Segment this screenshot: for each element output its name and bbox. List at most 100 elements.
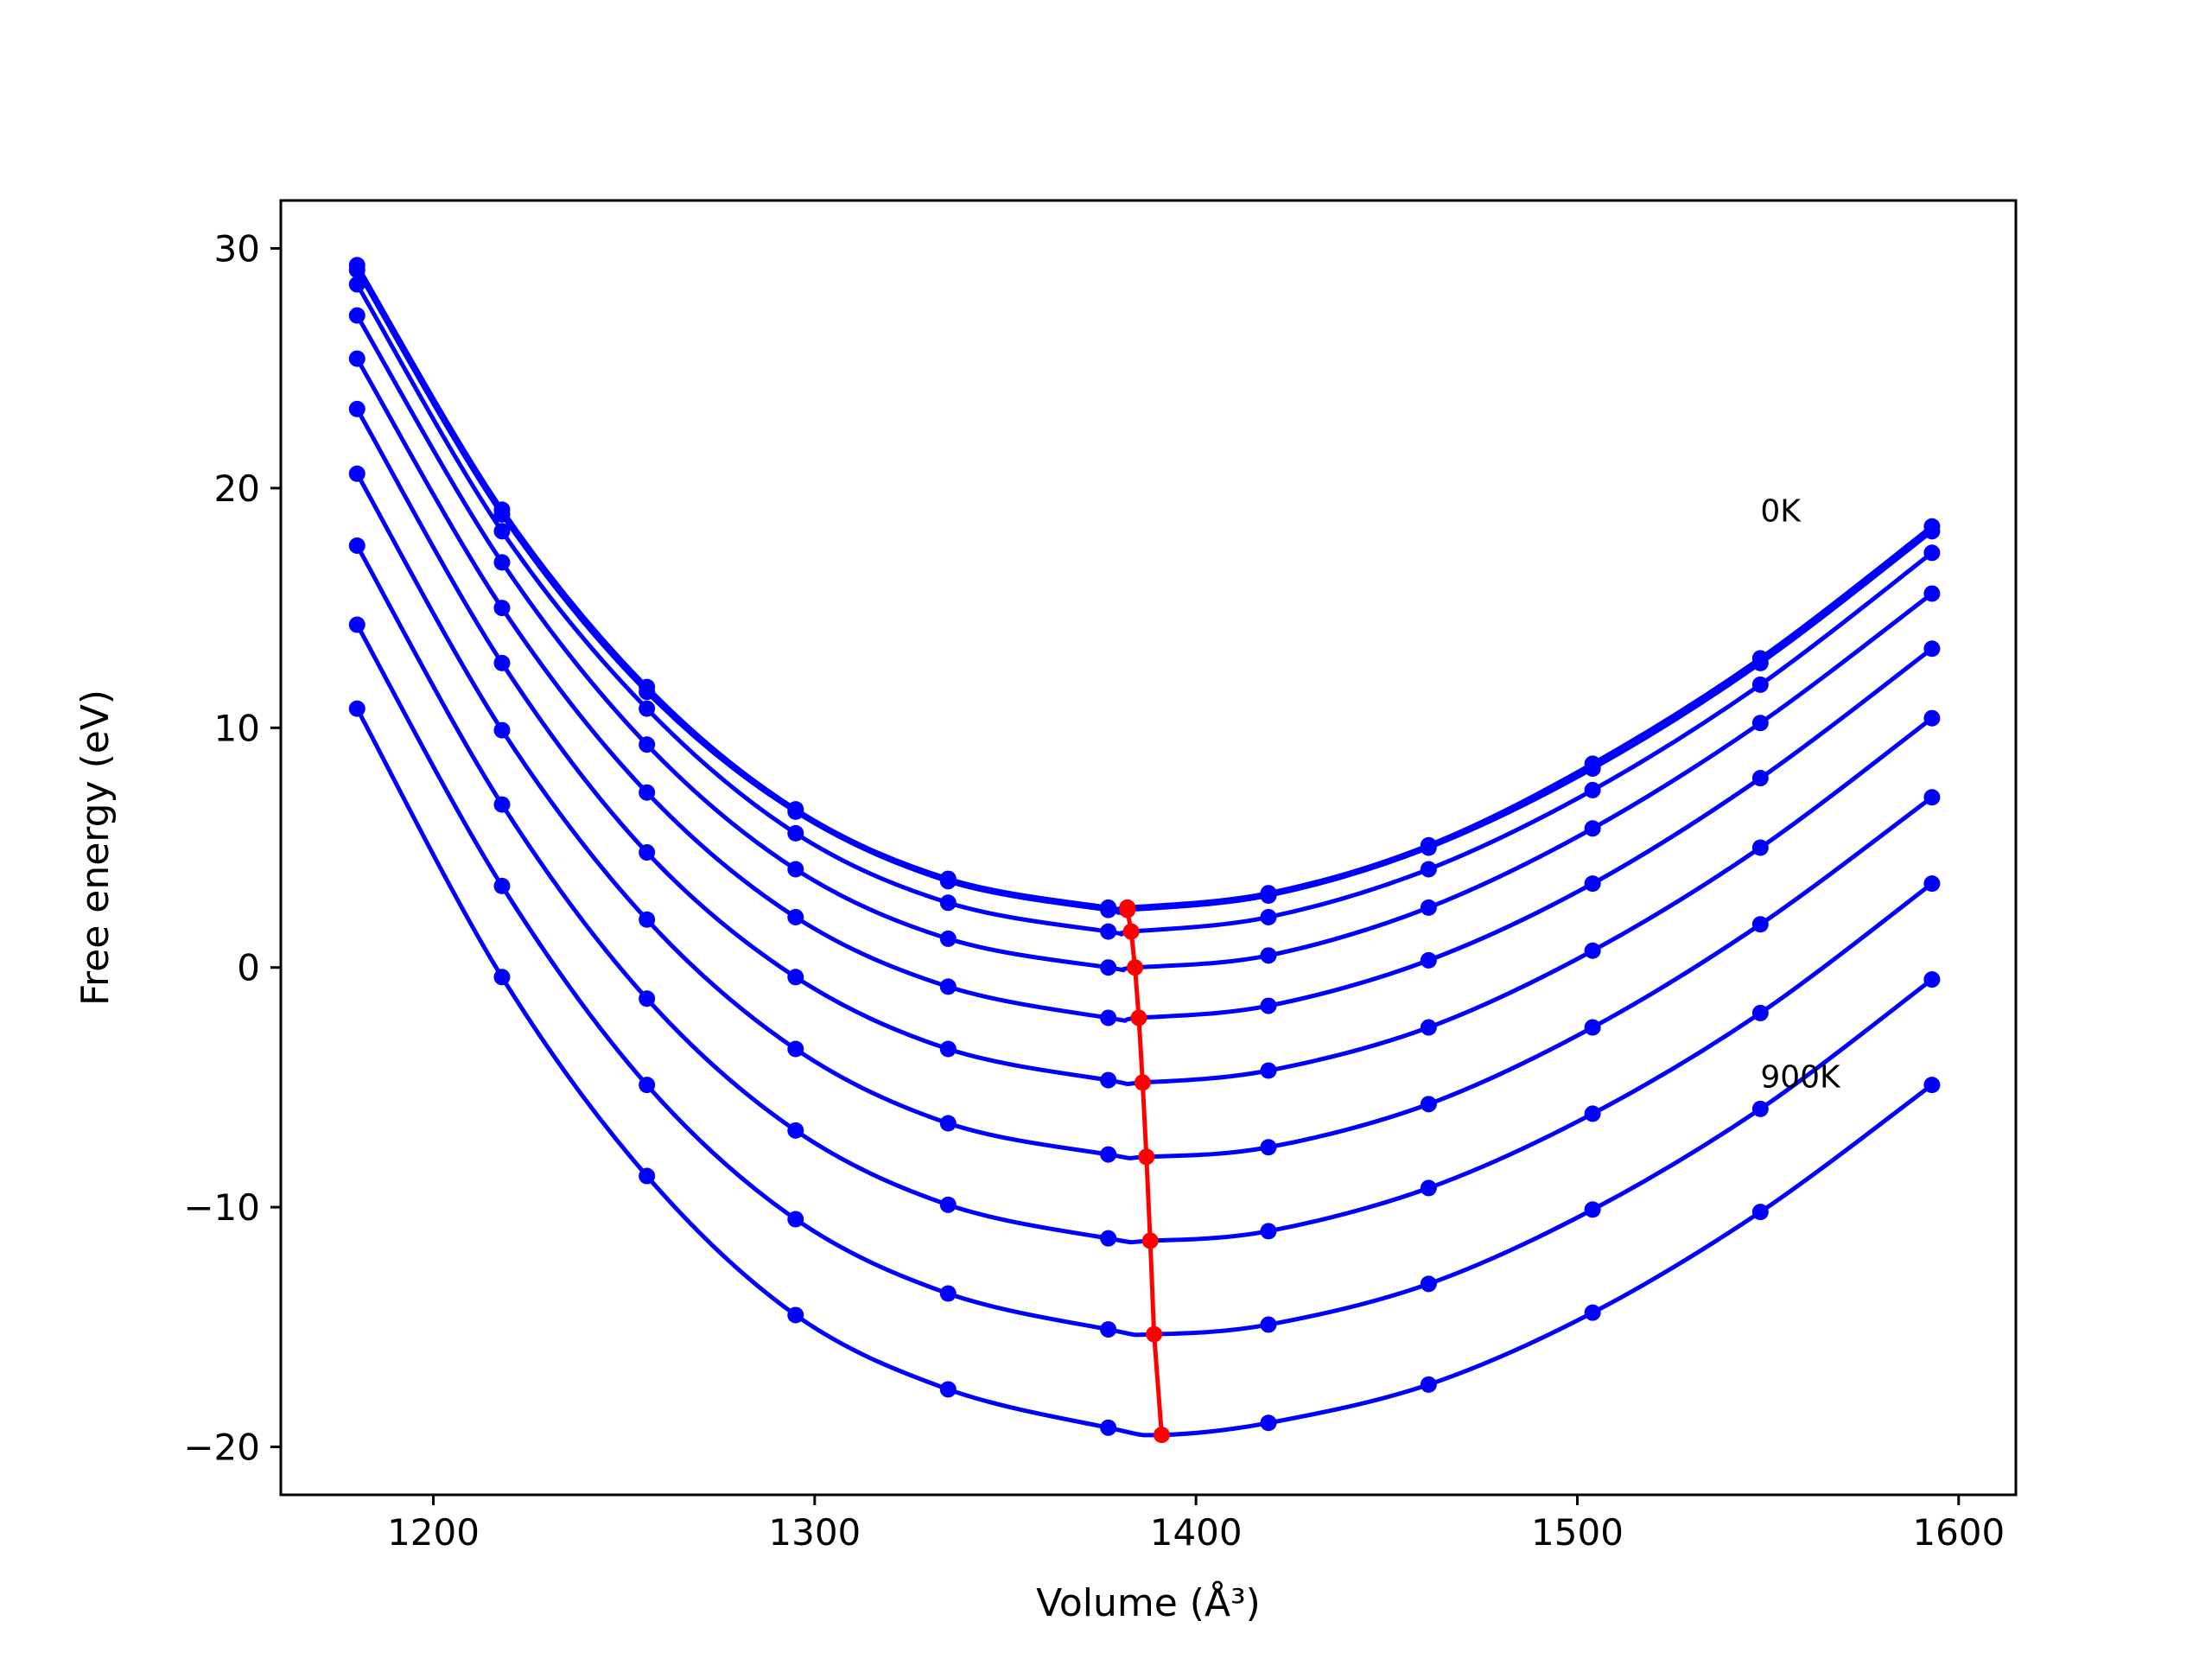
x-axis-label: Volume (Å³) — [1036, 1580, 1261, 1625]
series-3-point-7 — [1420, 899, 1437, 916]
series-8-point-7 — [1420, 1275, 1437, 1293]
y-tick-label-0: −20 — [183, 1427, 260, 1469]
series-6-point-1 — [493, 721, 511, 739]
series-8-point-4 — [939, 1285, 957, 1302]
series-9-point-10 — [1923, 1077, 1941, 1094]
series-8-point-5 — [1100, 1321, 1117, 1338]
series-4-point-0 — [348, 350, 365, 367]
series-9-point-6 — [1260, 1414, 1277, 1432]
series-8-point-9 — [1751, 1100, 1769, 1117]
series-4-point-6 — [1260, 997, 1277, 1014]
series-2-line — [355, 283, 1934, 937]
series-8-point-8 — [1584, 1201, 1601, 1218]
series-3-point-6 — [1260, 947, 1277, 964]
series-4-point-3 — [787, 908, 804, 925]
x-tick-label-4: 1600 — [1912, 1511, 2005, 1554]
series-1-point-10 — [1923, 523, 1941, 540]
series-1-point-3 — [787, 803, 804, 820]
series-3-point-10 — [1923, 585, 1941, 602]
series-4-point-1 — [493, 600, 511, 617]
y-tick-label-1: −10 — [183, 1186, 260, 1229]
series-3-point-3 — [787, 861, 804, 878]
series-8-point-0 — [348, 616, 365, 633]
annotation-1: 900K — [1760, 1059, 1841, 1095]
minima-point-3 — [1127, 959, 1144, 976]
series-5-point-2 — [639, 844, 656, 861]
series-2-point-5 — [1100, 923, 1117, 940]
series-4-point-10 — [1923, 640, 1941, 658]
series-6-point-9 — [1751, 916, 1769, 933]
series-2-point-2 — [639, 700, 656, 717]
series-3-point-4 — [939, 930, 957, 947]
minima-line — [1125, 907, 1164, 1435]
series-2-point-1 — [493, 523, 511, 540]
series-4-point-5 — [1100, 1009, 1117, 1027]
minima-point-6 — [1138, 1148, 1155, 1166]
series-2-point-8 — [1584, 781, 1601, 798]
minima-point-2 — [1122, 923, 1140, 940]
series-3-point-1 — [493, 554, 511, 571]
series-8-point-2 — [639, 1077, 656, 1094]
series-8-point-6 — [1260, 1316, 1277, 1333]
series-7-point-0 — [348, 537, 365, 554]
series-4-point-2 — [639, 784, 656, 801]
series-5-point-6 — [1260, 1062, 1277, 1079]
series-7-point-5 — [1100, 1230, 1117, 1247]
series-5-point-1 — [493, 654, 511, 671]
series-9-point-9 — [1751, 1204, 1769, 1221]
series-6-point-7 — [1420, 1096, 1437, 1113]
series-4-point-4 — [939, 978, 957, 995]
series-7-point-10 — [1923, 875, 1941, 893]
series-3-point-8 — [1584, 820, 1601, 837]
series-4-point-8 — [1584, 875, 1601, 893]
y-tick-label-3: 10 — [214, 707, 260, 749]
series-8-point-1 — [493, 877, 511, 894]
series-6-point-5 — [1100, 1146, 1117, 1163]
minima-point-5 — [1134, 1074, 1151, 1091]
y-tick-label-5: 30 — [214, 227, 260, 270]
series-9-point-7 — [1420, 1376, 1437, 1393]
series-1-point-2 — [639, 683, 656, 701]
series-2-point-10 — [1923, 544, 1941, 562]
x-tick-label-0: 1200 — [387, 1511, 480, 1554]
series-9-line — [355, 707, 1934, 1438]
series-5-point-8 — [1584, 942, 1601, 959]
series-6-point-2 — [639, 911, 656, 928]
annotation-0: 0K — [1760, 494, 1802, 530]
series-7-point-7 — [1420, 1179, 1437, 1197]
series-3-point-0 — [348, 307, 365, 324]
series-4-line — [355, 357, 1934, 1023]
minima-line-group — [1119, 899, 1170, 1444]
series-1-point-7 — [1420, 839, 1437, 856]
annotations: 0K 900K — [1760, 494, 1841, 1096]
series-2-point-7 — [1420, 861, 1437, 878]
series-9-point-1 — [493, 969, 511, 986]
series-1-point-1 — [493, 505, 511, 523]
series-8-point-10 — [1923, 971, 1941, 988]
series-2-point-4 — [939, 894, 957, 912]
series-9-point-0 — [348, 700, 365, 717]
series-1-point-0 — [348, 261, 365, 278]
series-9-point-2 — [639, 1167, 656, 1185]
y-tick-label-2: 0 — [237, 947, 260, 989]
series-7-point-3 — [787, 1122, 804, 1139]
series-5-point-3 — [787, 969, 804, 986]
series-3-point-5 — [1100, 959, 1117, 976]
series-6-point-3 — [787, 1040, 804, 1058]
series-7-point-8 — [1584, 1105, 1601, 1122]
series-7-line — [355, 544, 1934, 1245]
series-5-point-4 — [939, 1040, 957, 1058]
y-axis-label: Free energy (eV) — [73, 690, 118, 1006]
series-7-point-9 — [1751, 1004, 1769, 1021]
series-5-point-10 — [1923, 709, 1941, 727]
series-7-point-4 — [939, 1196, 957, 1213]
series-9-point-3 — [787, 1306, 804, 1324]
series-6-point-4 — [939, 1115, 957, 1132]
series-1-point-4 — [939, 873, 957, 890]
plot-frame — [279, 199, 2018, 1497]
series-1-point-5 — [1100, 901, 1117, 918]
series-6-point-8 — [1584, 1019, 1601, 1036]
series-5-point-0 — [348, 400, 365, 417]
